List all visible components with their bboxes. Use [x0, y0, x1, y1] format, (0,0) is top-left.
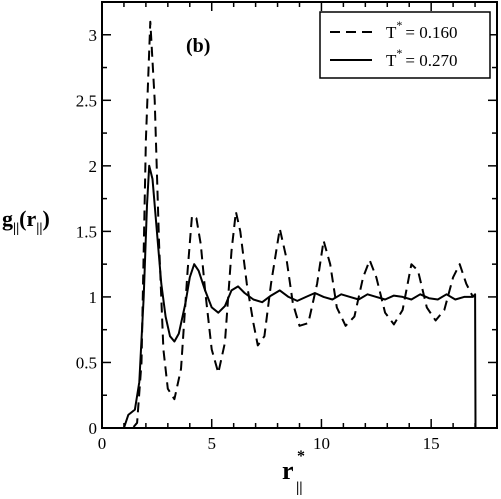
y-axis-label-base: g: [2, 206, 13, 231]
legend-entry-2-value: = 0.270: [405, 51, 457, 70]
y-tick-label: 1.5: [76, 222, 97, 241]
series-line-t0160: [102, 20, 474, 429]
series-line-t0270: [102, 164, 477, 429]
y-axis-label: g||(r||): [2, 206, 50, 236]
y-axis-label-paren-open: (: [19, 206, 26, 231]
y-axis-label-paren-sub: ||: [36, 221, 42, 236]
panel-label: (b): [186, 35, 210, 57]
y-axis-label-sub: ||: [13, 221, 19, 236]
y-tick-label: 0.5: [76, 353, 97, 372]
x-tick-label: 15: [423, 434, 440, 453]
legend-box: [319, 11, 491, 79]
x-axis-label-sub: ||: [296, 480, 303, 496]
legend-entry-1-value: = 0.160: [405, 23, 457, 42]
y-tick-label: 0: [89, 419, 98, 438]
y-tick-label: 1: [89, 288, 98, 307]
x-axis-label-base: r: [282, 456, 294, 485]
x-tick-label: 0: [98, 434, 107, 453]
legend-entry-1: T* = 0.160: [386, 18, 457, 42]
x-tick-label: 5: [207, 434, 216, 453]
x-axis-label-sup: *: [297, 448, 305, 465]
series-layer: [102, 20, 477, 429]
y-tick-label: 2: [89, 157, 98, 176]
y-tick-label: 2.5: [76, 91, 97, 110]
legend-entry-1-base: T: [386, 23, 397, 42]
legend-entry-2: T* = 0.270: [386, 46, 457, 70]
legend: T* = 0.160 T* = 0.270: [319, 11, 491, 79]
y-axis-label-paren-base: r: [27, 206, 37, 231]
x-tick-label: 10: [313, 434, 330, 453]
y-tick-label: 3: [89, 26, 98, 45]
legend-entry-2-base: T: [386, 51, 397, 70]
y-axis-label-paren-close: ): [42, 206, 49, 231]
legend-entry-1-sup: *: [396, 18, 402, 32]
tick-labels: 0 5 10 15 0 0.5 1 1.5 2 2.5 3: [76, 26, 440, 453]
legend-entry-2-sup: *: [396, 46, 402, 60]
